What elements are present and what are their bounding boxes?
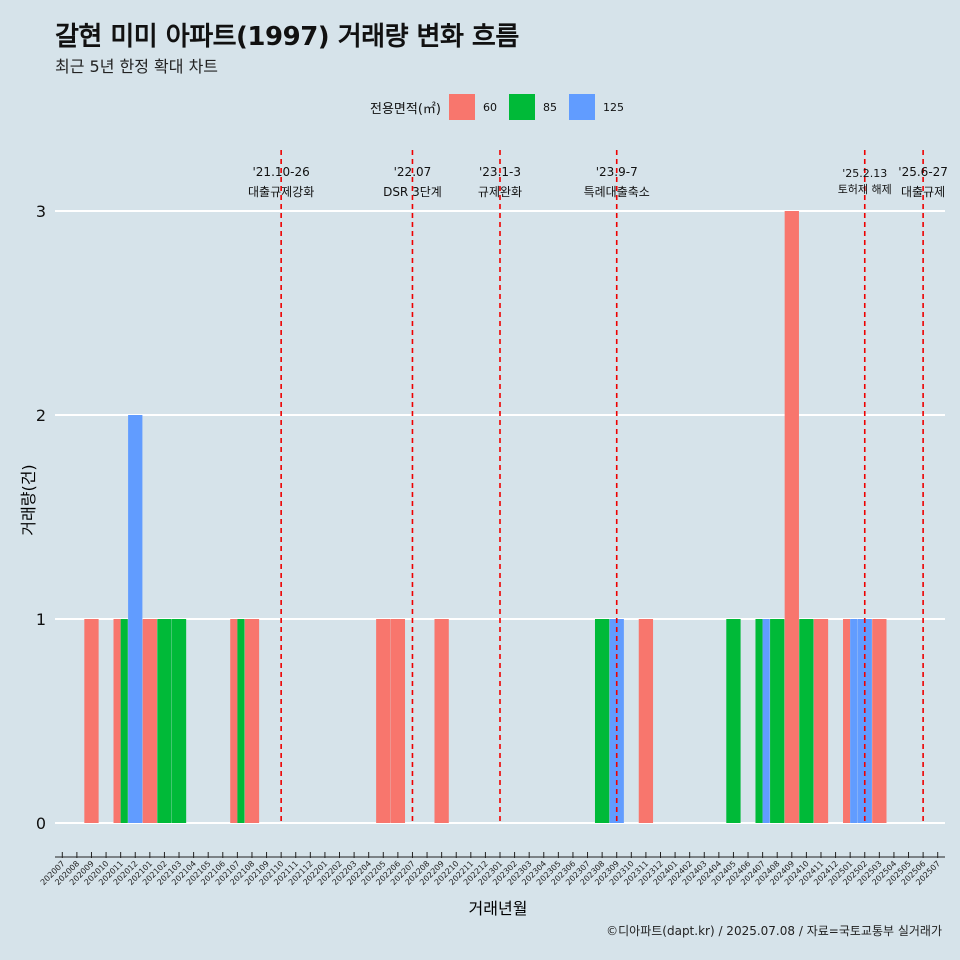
bar-202407-125	[762, 619, 770, 823]
event-date-3: '23.9-7	[596, 165, 638, 179]
bar-202206-60	[390, 619, 406, 823]
event-label-4: 토허제 해제	[838, 182, 892, 196]
y-tick-label-2: 2	[36, 406, 46, 425]
legend-swatch-85	[508, 94, 535, 120]
x-axis-title: 거래년월	[469, 899, 528, 918]
bar-202012-125	[128, 415, 143, 823]
chart-subtitle: 최근 5년 한정 확대 차트	[55, 57, 219, 76]
bar-202103-85	[171, 619, 187, 823]
event-label-2: 규제완화	[478, 185, 522, 199]
legend-label-85: 85	[542, 100, 557, 114]
bar-202410-85	[799, 619, 814, 823]
bar-202405-85	[726, 619, 741, 823]
bar-202308-85	[594, 619, 610, 823]
bar-layer	[84, 211, 887, 823]
bar-202205-60	[376, 619, 391, 823]
chart-title: 갈현 미미 아파트(1997) 거래량 변화 흐름	[55, 22, 519, 52]
bar-202501-125	[850, 619, 858, 823]
legend-swatch-60	[448, 94, 475, 120]
event-label-3: 특례대출축소	[584, 185, 650, 199]
bar-202101-60	[142, 619, 157, 823]
event-date-2: '23.1-3	[479, 165, 521, 179]
event-date-5: '25.6-27	[898, 165, 948, 179]
event-label-1: DSR 3단계	[383, 185, 442, 199]
legend-label-60: 60	[482, 100, 497, 114]
bar-202108-60	[244, 619, 260, 823]
legend-label-125: 125	[602, 100, 624, 114]
bar-202503-60	[872, 619, 887, 823]
y-tick-label-0: 0	[36, 814, 46, 833]
bar-202102-85	[157, 619, 172, 823]
y-axis-title: 거래량(건)	[19, 464, 38, 535]
legend-item-85: 85	[508, 94, 557, 120]
event-label-5: 대출규제	[901, 185, 945, 199]
bar-202107-60	[230, 619, 238, 823]
y-tick-label-3: 3	[36, 202, 46, 221]
bar-202009-60	[84, 619, 99, 823]
bar-202408-85	[770, 619, 785, 823]
axis-layer: 2020072020082020092020102020112020122021…	[39, 852, 945, 887]
bar-202409-60	[784, 211, 799, 823]
bar-202311-60	[638, 619, 654, 823]
event-layer: '21.10-26 대출규제강화 '22.07 DSR 3단계 '23.1-3 규제완화 '…	[248, 150, 948, 825]
legend-item-125: 125	[568, 94, 624, 120]
legend: 전용면적(㎡) 60 85 125	[370, 94, 636, 120]
event-date-4: '25.2.13	[842, 167, 887, 180]
bar-202011-85	[120, 619, 128, 823]
event-label-0: 대출규제강화	[248, 185, 314, 199]
caption: ©디아파트(dapt.kr) / 2025.07.08 / 자료=국토교통부 실…	[606, 924, 942, 938]
legend-title: 전용면적(㎡)	[370, 101, 441, 117]
bar-202411-60	[813, 619, 829, 823]
event-date-0: '21.10-26	[253, 165, 310, 179]
event-date-1: '22.07	[394, 165, 432, 179]
legend-swatch-125	[568, 94, 595, 120]
bar-202501-60	[843, 619, 851, 823]
bar-202209-60	[434, 619, 449, 823]
bar-202011-60	[113, 619, 121, 823]
legend-item-60: 60	[448, 94, 497, 120]
bar-202407-85	[755, 619, 763, 823]
y-tick-label-1: 1	[36, 610, 46, 629]
bar-202107-85	[237, 619, 245, 823]
